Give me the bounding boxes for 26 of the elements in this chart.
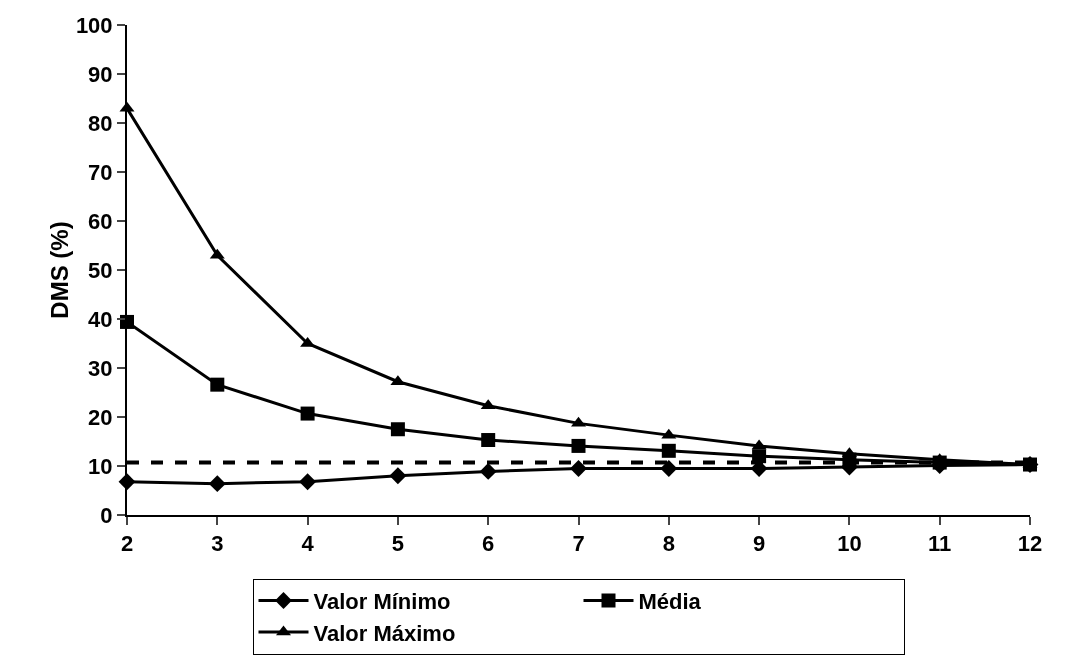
y-tick-label: 0 — [100, 502, 113, 528]
x-tick-label: 11 — [928, 531, 952, 557]
x-tick-label: 6 — [482, 531, 495, 557]
x-tick-label: 8 — [662, 531, 675, 557]
y-tick-label: 10 — [88, 453, 113, 479]
y-tick-label: 50 — [88, 257, 113, 283]
y-tick-label: 60 — [88, 208, 113, 234]
x-tick-label: 9 — [752, 531, 766, 557]
y-tick-label: 30 — [88, 355, 113, 381]
y-tick-label: 70 — [88, 159, 113, 185]
x-tick-label: 7 — [572, 531, 585, 557]
y-tick-label: 80 — [88, 110, 113, 136]
x-tick-label: 10 — [837, 531, 862, 557]
legend-label: Média — [638, 589, 702, 615]
y-tick-label: 90 — [88, 61, 113, 87]
x-tick-label: 2 — [120, 531, 134, 557]
x-tick-label: 4 — [301, 531, 315, 557]
y-tick-label: 20 — [88, 404, 113, 430]
x-tick-label: 3 — [211, 531, 224, 557]
y-axis-title: DMS (%) — [46, 221, 73, 319]
y-tick-label: 40 — [88, 306, 113, 332]
legend-label: Valor Mínimo — [313, 589, 451, 615]
legend-label: Valor Máximo — [313, 620, 456, 646]
x-tick-label: 12 — [1017, 531, 1043, 557]
y-tick-label: 100 — [75, 12, 113, 38]
x-tick-label: 5 — [391, 531, 405, 557]
